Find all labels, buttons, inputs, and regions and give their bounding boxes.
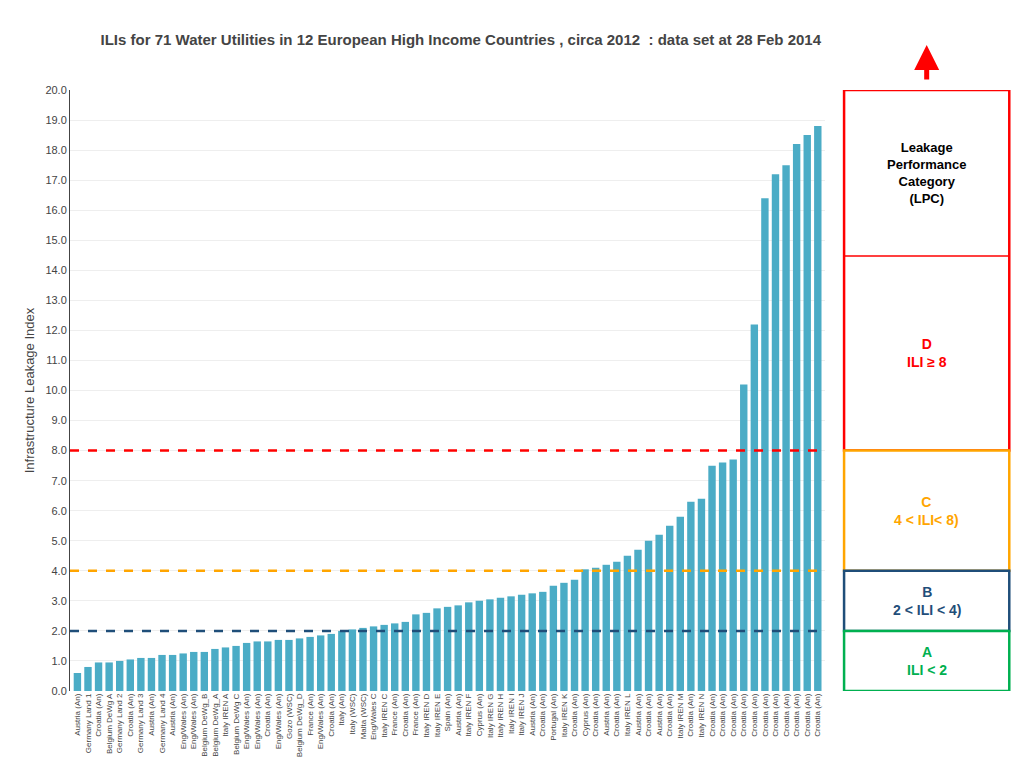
svg-text:8.0: 8.0: [52, 444, 67, 456]
svg-text:Malta (WSC): Malta (WSC): [359, 693, 368, 739]
svg-text:Italy IREN M: Italy IREN M: [676, 693, 685, 738]
svg-text:Croatia (An): Croatia (An): [761, 693, 770, 736]
svg-text:14.0: 14.0: [45, 264, 66, 276]
svg-text:Eng/Wales (An): Eng/Wales (An): [189, 693, 198, 749]
svg-text:Austria (An): Austria (An): [168, 693, 177, 736]
svg-text:4.0: 4.0: [52, 565, 67, 577]
svg-text:Croatia (An): Croatia (An): [665, 693, 674, 736]
svg-text:Belgium DeWg C: Belgium DeWg C: [232, 693, 241, 755]
svg-text:Italy IREN N: Italy IREN N: [697, 693, 706, 737]
svg-text:0.0: 0.0: [52, 685, 67, 697]
svg-text:Eng/Wales (An): Eng/Wales (An): [253, 693, 262, 749]
svg-text:Austria (An): Austria (An): [602, 693, 611, 736]
svg-text:Italy IREN C: Italy IREN C: [380, 693, 389, 737]
svg-text:Italy IREN K: Italy IREN K: [560, 693, 569, 737]
svg-text:Croatia (An): Croatia (An): [644, 693, 653, 736]
svg-text:10.0: 10.0: [45, 384, 66, 396]
svg-text:2.0: 2.0: [52, 625, 67, 637]
svg-text:16.0: 16.0: [45, 204, 66, 216]
svg-text:Croatia (An): Croatia (An): [538, 693, 547, 736]
svg-text:Eng/Wales C: Eng/Wales C: [369, 693, 378, 740]
svg-text:15.0: 15.0: [45, 234, 66, 246]
svg-text:3.0: 3.0: [52, 595, 67, 607]
svg-text:Belgium DeWg_D: Belgium DeWg_D: [295, 693, 304, 757]
svg-text:Austria (An): Austria (An): [634, 693, 643, 736]
svg-text:20.0: 20.0: [45, 84, 66, 96]
svg-text:Italy IREN G: Italy IREN G: [486, 694, 495, 738]
svg-text:Austria (An): Austria (An): [454, 693, 463, 736]
svg-text:Croatia (An): Croatia (An): [327, 693, 336, 736]
svg-text:Spain (An): Spain (An): [443, 693, 452, 731]
svg-text:Austria (An): Austria (An): [147, 693, 156, 736]
svg-text:Italy (An): Italy (An): [337, 693, 346, 725]
svg-text:Austria (An): Austria (An): [528, 693, 537, 736]
svg-text:B2 < ILI < 4): B2 < ILI < 4): [893, 584, 961, 618]
svg-text:Germany Land 2: Germany Land 2: [115, 693, 124, 753]
svg-text:Croatia (An): Croatia (An): [792, 693, 801, 736]
svg-text:Croatia (An): Croatia (An): [813, 693, 822, 736]
svg-text:Cyprus (An): Cyprus (An): [581, 693, 590, 736]
svg-text:Belgium DeWg_B: Belgium DeWg_B: [200, 694, 209, 757]
svg-text:19.0: 19.0: [45, 114, 66, 126]
svg-text:13.0: 13.0: [45, 294, 66, 306]
svg-text:Croatia (An): Croatia (An): [94, 693, 103, 736]
svg-text:Gozo (WSC): Gozo (WSC): [285, 693, 294, 739]
svg-text:DILI ≥ 8: DILI ≥ 8: [907, 336, 947, 370]
svg-text:France (An): France (An): [411, 693, 420, 736]
svg-text:Italy IREN E: Italy IREN E: [433, 694, 442, 738]
svg-text:Croatia (An): Croatia (An): [570, 693, 579, 736]
svg-text:Croatia (An): Croatia (An): [803, 693, 812, 736]
svg-text:AILI < 2: AILI < 2: [907, 644, 947, 678]
svg-text:5.0: 5.0: [52, 535, 67, 547]
svg-text:18.0: 18.0: [45, 144, 66, 156]
svg-text:Belgium DeWg A: Belgium DeWg A: [105, 693, 114, 754]
svg-text:Croatia (An): Croatia (An): [263, 693, 272, 736]
svg-text:Croatia (An): Croatia (An): [750, 693, 759, 736]
svg-text:Germany Land 3: Germany Land 3: [136, 693, 145, 753]
svg-text:Italy IREN F: Italy IREN F: [464, 693, 473, 736]
svg-text:Croatia (An): Croatia (An): [401, 693, 410, 736]
svg-text:LeakagePerformanceCategory(LPC: LeakagePerformanceCategory(LPC): [887, 140, 966, 206]
svg-text:C4 < ILI< 8): C4 < ILI< 8): [894, 494, 959, 528]
svg-text:Portugal (An): Portugal (An): [549, 693, 558, 740]
svg-text:Germany Land 1: Germany Land 1: [84, 693, 93, 753]
svg-text:Italy IREN H: Italy IREN H: [496, 693, 505, 737]
svg-text:Austria (An): Austria (An): [73, 693, 82, 736]
svg-text:Croatia (An): Croatia (An): [718, 693, 727, 736]
svg-text:Infrastructure Leakage Index: Infrastructure Leakage Index: [22, 307, 37, 473]
svg-text:Eng/Wales (An): Eng/Wales (An): [179, 693, 188, 749]
svg-text:11.0: 11.0: [46, 354, 67, 366]
svg-text:Croatia (An): Croatia (An): [686, 693, 695, 736]
svg-text:France (An): France (An): [390, 693, 399, 736]
svg-text:1.0: 1.0: [52, 655, 67, 667]
svg-text:France (An): France (An): [306, 693, 315, 736]
svg-text:Italy IREN I: Italy IREN I: [507, 694, 516, 734]
svg-text:Italy IREN A: Italy IREN A: [221, 693, 230, 737]
svg-text:Italy IREN L: Italy IREN L: [623, 693, 632, 736]
svg-text:Croatia (An): Croatia (An): [612, 693, 621, 736]
svg-text:Croatia (An): Croatia (An): [708, 693, 717, 736]
svg-text:Croatia (An): Croatia (An): [591, 693, 600, 736]
svg-text:Cyprus (An): Cyprus (An): [475, 693, 484, 736]
svg-text:Croatia (An): Croatia (An): [126, 693, 135, 736]
svg-text:Italy IREN J: Italy IREN J: [517, 694, 526, 736]
svg-text:17.0: 17.0: [45, 174, 66, 186]
svg-text:Croatia (An): Croatia (An): [729, 693, 738, 736]
svg-text:Italy IREN D: Italy IREN D: [422, 693, 431, 737]
svg-text:9.0: 9.0: [52, 414, 67, 426]
svg-text:Croatia (An): Croatia (An): [782, 693, 791, 736]
svg-text:Austria (An): Austria (An): [655, 693, 664, 736]
svg-text:Eng/Wales (An): Eng/Wales (An): [274, 693, 283, 749]
svg-text:Italy (WSC): Italy (WSC): [348, 693, 357, 734]
svg-text:12.0: 12.0: [45, 324, 66, 336]
svg-text:Eng/Wales (An): Eng/Wales (An): [316, 693, 325, 749]
svg-text:Germany Land 4: Germany Land 4: [158, 693, 167, 753]
svg-text:Belgium DeWg_A: Belgium DeWg_A: [211, 693, 220, 757]
svg-text:6.0: 6.0: [52, 505, 67, 517]
svg-text:Croatia (An): Croatia (An): [739, 693, 748, 736]
svg-text:Eng/Wales (An): Eng/Wales (An): [242, 693, 251, 749]
svg-text:ILIs for 71 Water Utilities in: ILIs for 71 Water Utilities in 12 Europe…: [101, 31, 822, 48]
svg-text:7.0: 7.0: [52, 475, 67, 487]
svg-text:Croatia (An): Croatia (An): [771, 693, 780, 736]
